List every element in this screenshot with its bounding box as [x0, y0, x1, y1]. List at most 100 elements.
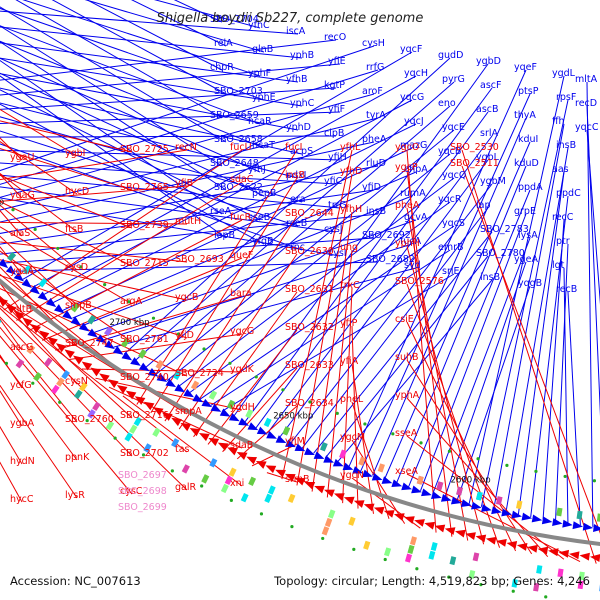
feature-track-block — [320, 442, 328, 452]
label-leader-line — [22, 51, 413, 280]
genome-summary-text: Topology: circular; Length: 4,519,823 bp… — [273, 574, 590, 588]
label-leader-line — [155, 129, 455, 375]
gene-label: yfhH — [340, 204, 362, 215]
label-leader-line — [0, 305, 188, 453]
forward-gene-arrow — [323, 455, 335, 463]
label-leader-line — [103, 243, 413, 341]
reverse-gene-arrow — [404, 516, 415, 524]
feature-track-block — [511, 578, 518, 588]
gene-label: yfhC — [248, 20, 270, 31]
label-leader-line — [55, 295, 243, 351]
forward-gene-arrow — [285, 439, 296, 448]
label-leader-line — [0, 149, 341, 161]
feature-track-block — [104, 326, 113, 337]
track-tick — [103, 283, 107, 287]
reverse-gene-arrow — [81, 361, 93, 371]
gene-label: SBO_2761 — [120, 334, 169, 345]
gene-label: ftsB — [65, 224, 83, 235]
map-title: Shigella boydii Sb227, complete genome — [157, 11, 424, 26]
gene-label: lgt — [552, 260, 565, 271]
feature-track-block — [339, 449, 347, 459]
label-leader-line — [0, 6, 227, 143]
gene-label: ppdA — [518, 182, 543, 193]
label-leader-line — [166, 153, 451, 382]
label-leader-line — [372, 117, 527, 476]
label-leader-line — [289, 183, 493, 444]
track-tick — [308, 400, 312, 404]
gene-label: ygcO — [395, 142, 419, 153]
label-leader-line — [266, 135, 493, 434]
gene-label: SBO_2511 — [450, 158, 499, 169]
gene-label: SBO_2780 — [476, 248, 525, 259]
track-tick — [563, 474, 567, 479]
gene-label: SBO_2703 — [214, 86, 263, 97]
track-tick — [321, 536, 325, 541]
label-leader-line — [0, 204, 78, 271]
feature-track-block — [87, 314, 97, 325]
kbp-tick-label: 2750 kbp — [0, 198, 4, 208]
gene-label: sseB — [248, 212, 270, 223]
gene-label: yfgB — [252, 236, 274, 247]
label-leader-line — [0, 73, 299, 131]
label-leader-line — [255, 111, 489, 429]
gene-label: gudD — [438, 50, 463, 61]
reverse-gene-arrow — [246, 456, 258, 465]
feature-track-block — [245, 408, 254, 419]
gene-label: pepB — [252, 188, 276, 199]
gene-label: yqgB — [518, 278, 542, 289]
label-leader-line — [0, 25, 223, 167]
gene-label: alaS — [10, 228, 30, 239]
label-leader-line — [207, 329, 298, 445]
forward-gene-arrow — [201, 398, 213, 408]
track-tick — [352, 547, 356, 552]
label-leader-line — [505, 147, 569, 513]
reverse-gene-arrow — [152, 407, 164, 416]
reverse-gene-arrow — [475, 534, 487, 543]
feature-track-block — [248, 476, 257, 486]
track-tick — [335, 411, 339, 415]
reverse-gene-arrow — [275, 469, 286, 478]
gene-label: SBO_2622 — [214, 182, 263, 193]
feature-track-block — [124, 432, 133, 442]
track-tick — [592, 479, 597, 483]
gene-label: ycfG — [10, 380, 32, 391]
gene-label: ptsP — [518, 86, 539, 97]
forward-gene-arrow — [54, 304, 65, 314]
reverse-gene-arrow — [548, 548, 559, 557]
label-leader-line — [42, 257, 243, 341]
label-leader-line — [0, 57, 261, 173]
label-leader-line — [517, 171, 565, 515]
label-leader-line — [0, 63, 341, 96]
forward-gene-arrow — [192, 393, 204, 403]
track-tick — [31, 381, 35, 385]
gene-label: yfiC — [324, 176, 343, 187]
reverse-gene-arrow — [116, 384, 128, 394]
label-leader-line — [0, 259, 188, 301]
gene-label: aas — [552, 164, 569, 175]
label-leader-line — [0, 250, 133, 343]
label-leader-line — [0, 147, 133, 191]
label-leader-line — [0, 116, 303, 203]
reverse-gene-arrow — [107, 379, 119, 389]
forward-gene-arrow — [147, 368, 159, 377]
reverse-gene-arrow — [199, 432, 210, 442]
label-leader-line — [0, 295, 133, 419]
forward-gene-arrow — [37, 291, 49, 301]
track-tick — [79, 265, 83, 269]
backbone-arc — [0, 278, 600, 546]
kbp-tick-label: 2650 kbp — [273, 411, 313, 421]
feature-track-block — [56, 377, 65, 387]
gene-label: yqcH — [404, 68, 428, 79]
feature-track-block — [456, 486, 463, 496]
gene-label: yfhL — [340, 142, 361, 153]
gene-label: yqcE — [442, 122, 465, 133]
gene-label: yqcJ — [404, 116, 424, 127]
forward-gene-arrow — [78, 322, 90, 332]
label-leader-line — [0, 162, 337, 185]
label-leader-line — [0, 25, 261, 125]
gene-label: relA — [214, 38, 233, 49]
gene-label: csiE — [395, 314, 414, 325]
gene-label: yqeF — [514, 62, 537, 73]
gene-label: ppdC — [556, 188, 581, 199]
gene-label: lysA — [518, 230, 538, 241]
